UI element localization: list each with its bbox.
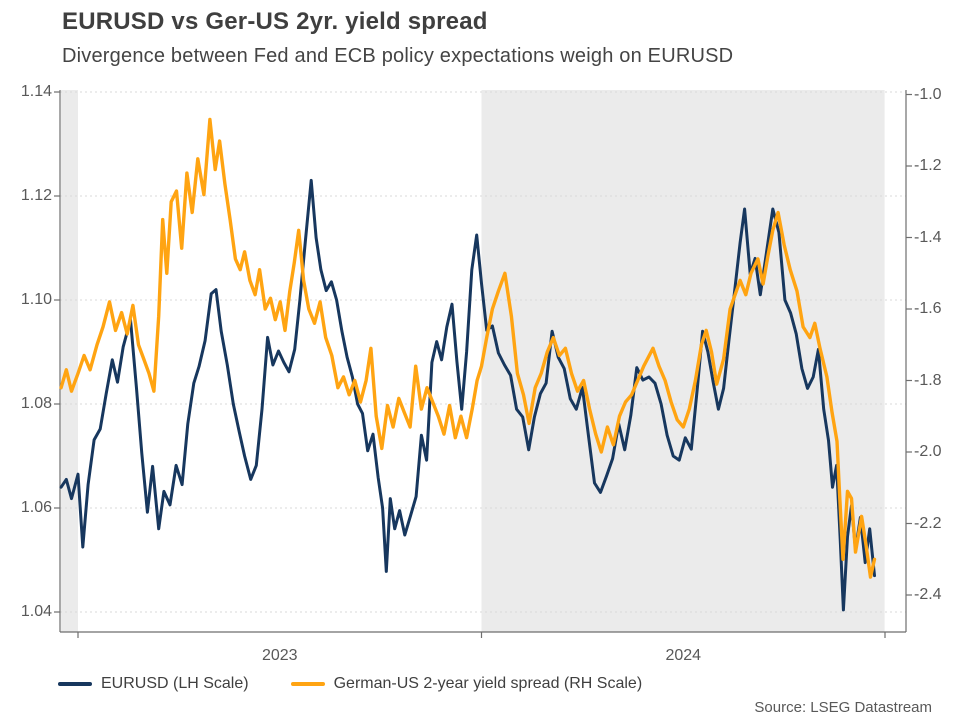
right-axis-label--1.6: -1.6	[914, 300, 942, 317]
source-note: Source: LSEG Datastream	[754, 699, 932, 716]
right-axis-label--1.0: -1.0	[914, 85, 942, 103]
x-axis-label-2023: 2023	[261, 647, 298, 664]
right-axis-label--1.4: -1.4	[914, 228, 942, 246]
spread-line-swatch	[290, 682, 325, 686]
page-subtitle: Divergence between Fed and ECB policy ex…	[62, 45, 734, 67]
spread-line-series	[59, 117, 877, 579]
shaded-band-0	[61, 90, 78, 632]
chart-legend: EURUSD (LH Scale) German-US 2-year yield…	[58, 675, 642, 693]
left-axis-label-1.06: 1.06	[20, 499, 52, 516]
legend-label-eurusd: EURUSD (LH Scale)	[101, 675, 249, 692]
right-axis-label--2.4: -2.4	[914, 586, 942, 603]
page-title: EURUSD vs Ger-US 2yr. yield spread	[62, 8, 488, 35]
left-axis-label-1.04: 1.04	[20, 603, 52, 620]
right-axis-label--2.2: -2.2	[914, 514, 942, 532]
left-axis-label-1.10: 1.10	[20, 291, 52, 308]
right-axis-label--2.0: -2.0	[914, 443, 942, 460]
right-axis-label--1.8: -1.8	[914, 371, 942, 389]
legend-label-spread: German-US 2-year yield spread (RH Scale)	[333, 675, 643, 692]
eurusd-line-swatch	[58, 682, 92, 686]
left-axis-label-1.12: 1.12	[20, 187, 52, 204]
legend-item-spread: German-US 2-year yield spread (RH Scale)	[290, 675, 643, 693]
x-axis-label-2024: 2024	[665, 647, 702, 664]
right-axis-label--1.2: -1.2	[914, 157, 942, 174]
left-axis-label-1.14: 1.14	[20, 83, 52, 100]
legend-item-eurusd: EURUSD (LH Scale)	[58, 675, 249, 693]
left-axis-label-1.08: 1.08	[20, 395, 52, 412]
